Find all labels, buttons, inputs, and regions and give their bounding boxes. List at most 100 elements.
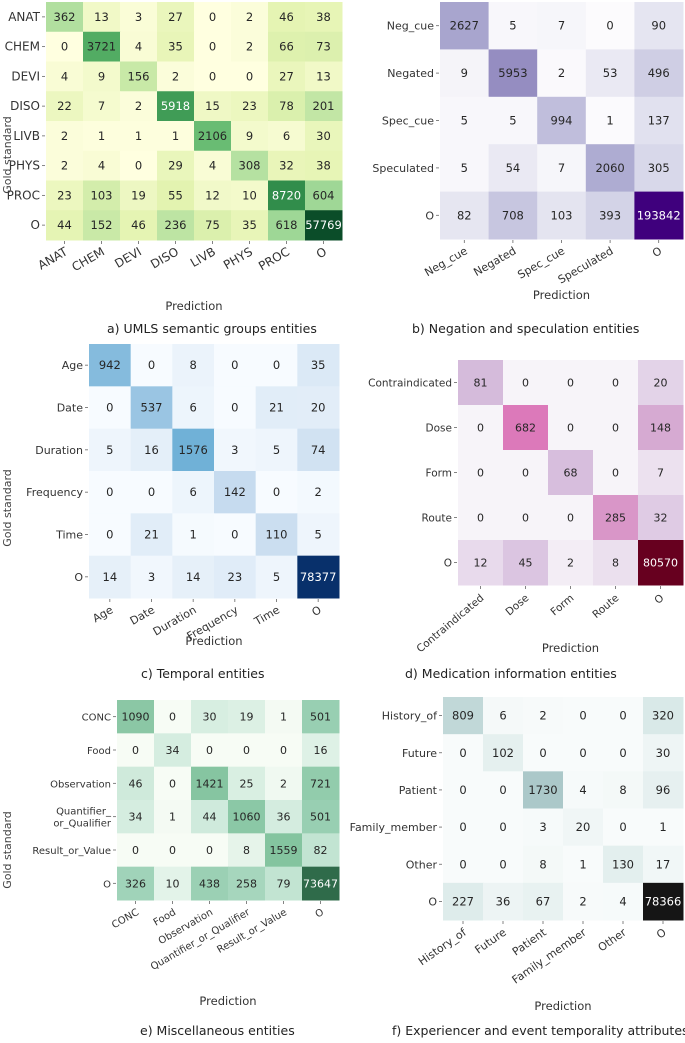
heatmap-cell [483,734,524,772]
cell-value: 1090 [122,711,150,724]
cell-value: 0 [612,467,619,480]
cell-value: 0 [206,844,213,857]
cell-value: 8 [612,557,619,570]
row-label: DEVI [11,69,40,83]
cell-value: 0 [169,777,176,790]
cell-value: 1559 [270,844,298,857]
cell-value: 0 [459,857,466,871]
x-axis-title: Prediction [533,288,590,302]
col-label: Contraindicated [414,592,486,655]
caption-f: f) Experiencer and event temporality att… [392,1023,685,1038]
cell-value: 2 [135,99,142,113]
cell-value: 4 [135,40,142,54]
heatmap-cell [46,2,84,33]
row-label: O [74,571,83,584]
cell-value: 82 [314,844,328,857]
heatmap-cell [593,360,639,406]
cell-value: 10 [242,188,257,202]
row-label: Neg_cue [387,20,434,33]
cell-value: 2 [246,40,253,54]
cell-value: 23 [242,99,257,113]
caption-c: c) Temporal entities [141,666,265,681]
cell-value: 35 [242,218,257,232]
cell-value: 5 [461,114,468,128]
col-label: Dose [503,592,531,618]
cell-value: 1 [190,528,197,542]
heatmap-cell [483,771,524,809]
heatmap-cell [548,360,594,406]
cell-value: 0 [209,10,216,24]
heatmap-cell [157,210,195,241]
cell-value: 285 [605,512,626,525]
heatmap-cell [268,180,306,211]
heatmap-cell [83,61,121,92]
heatmap-cell [194,91,232,122]
row-label: Future [402,747,437,760]
cell-value: 29 [168,159,183,173]
cell-value: 305 [648,161,670,175]
heatmap-cell [157,91,195,122]
cell-value: 501 [310,811,331,824]
heatmap-cell [228,800,266,834]
row-label: Family_member [350,821,438,834]
cell-value: 0 [231,358,238,372]
cell-value: 0 [619,709,626,723]
heatmap-cell [585,96,635,145]
cell-value: 8 [190,358,197,372]
heatmap-cell [302,700,340,734]
cell-value: 6 [190,485,197,499]
cell-value: 22 [57,99,72,113]
heatmap-cell [268,91,306,122]
cell-value: 32 [279,159,294,173]
cell-value: 1 [606,114,613,128]
heatmap-cell [231,91,269,122]
heatmap-cell [634,49,684,98]
cell-value: 3 [231,443,238,457]
cell-value: 6 [190,401,197,415]
row-label: Date [57,402,84,415]
heatmap-cell [563,734,604,772]
row-label: Negated [387,67,434,80]
panel-d-medication: 81 0 0 0 20 0 682 0 0 148 0 0 68 0 7 0 0 0 285 32 12 45 2 8 8057… [345,330,685,665]
heatmap-cell [46,180,84,211]
heatmap-cell [603,808,644,847]
heatmap-cell [265,700,303,734]
cell-value: 20 [311,401,326,415]
col-label: O [654,926,669,942]
heatmap-cell [154,733,192,768]
heatmap-cell [89,428,132,472]
heatmap-negation-speculation: 2627 5 7 0 90 9 5953 2 53 496 5 5 994 1 137 5 54 7 2060 305… [372,2,684,302]
heatmap-cell [458,405,504,451]
heatmap-cell [157,180,195,211]
heatmap-cell [172,513,215,557]
heatmap-cell [443,882,484,921]
cell-value: 0 [522,377,529,390]
row-label: Result_or_Value [32,846,111,857]
cell-value: 0 [477,512,484,525]
cell-value: 13 [94,10,109,24]
heatmap-cell [117,800,155,834]
cell-value: 16 [314,744,328,757]
cell-value: 1 [135,129,142,143]
y-axis-title: Gold standard [1,116,14,194]
heatmap-cell [634,191,684,240]
cell-value: 201 [313,99,335,113]
cell-value: 5 [509,19,516,33]
col-label: Future [473,926,509,957]
heatmap-cell [228,833,266,868]
cell-value: 0 [231,401,238,415]
row-label: Contraindicated [368,378,452,390]
col-label: DEVI [112,244,144,270]
cell-value: 0 [459,783,466,797]
heatmap-cell [302,733,340,768]
cell-value: 20 [576,820,591,834]
heatmap-cell [46,210,84,241]
cell-value: 604 [313,188,335,202]
row-label: O [31,218,40,232]
cell-value: 5 [106,443,113,457]
col-label: Age [90,603,115,625]
cell-value: 193842 [637,208,681,222]
cell-value: 46 [129,777,143,790]
heatmap-cell [265,800,303,834]
heatmap-cell [440,191,490,240]
